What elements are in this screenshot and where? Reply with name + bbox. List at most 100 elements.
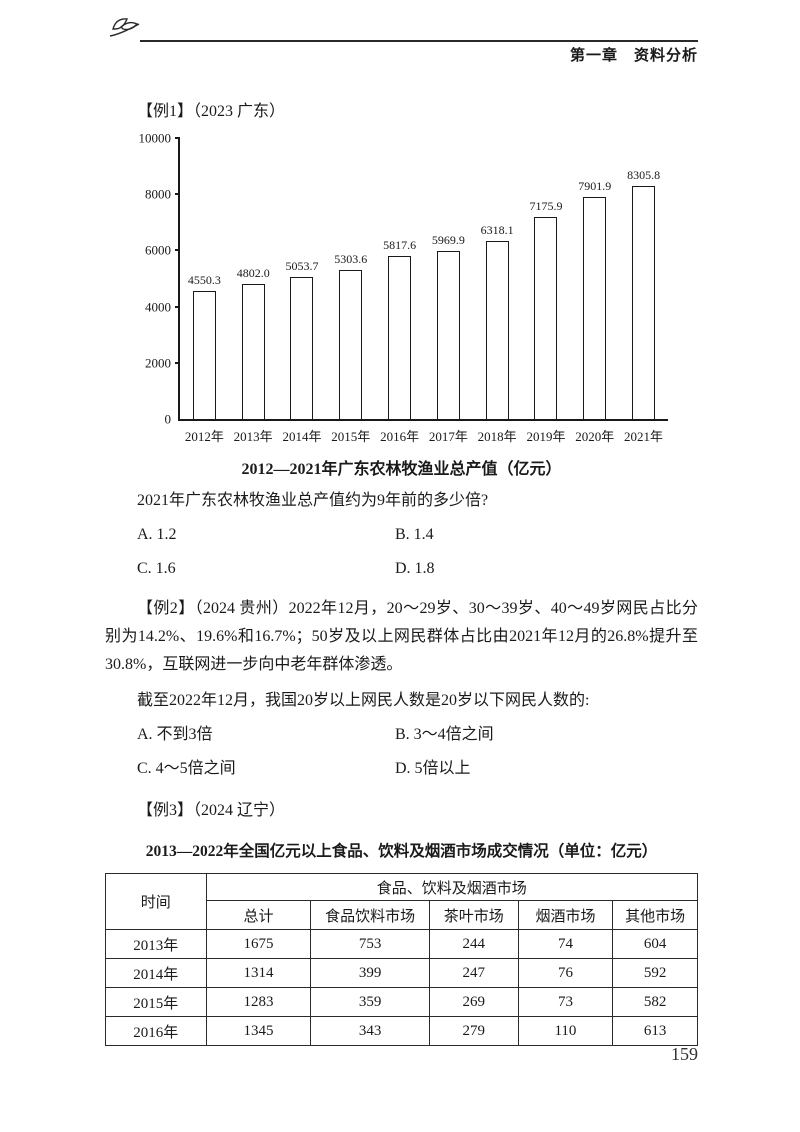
example1-option-a: A. 1.2: [137, 526, 177, 543]
table-cell: 1314: [205, 958, 312, 988]
example1-option-c: C. 1.6: [137, 560, 176, 577]
bar: [339, 269, 363, 419]
table-cell: 247: [428, 958, 519, 988]
bar: [388, 255, 412, 419]
table-cell: 613: [612, 1016, 698, 1046]
row-header-cell: 2016年: [105, 1016, 207, 1046]
page-number: 159: [671, 1044, 698, 1064]
table-cell: 359: [310, 987, 430, 1017]
x-axis-label: 2012年: [184, 429, 224, 444]
bar-column: 5817.6 2016年: [375, 138, 424, 444]
table-cell: 1345: [205, 1016, 312, 1046]
example2-options: A. 不到3倍 B. 3～4倍之间 C. 4～5倍之间 D. 5倍以上: [105, 721, 698, 783]
bar-column: 7901.9 2020年: [570, 138, 619, 444]
chart-plot: 0 2000 4000 6000 8000 10000 4550.3 2012年 4802.0 2…: [139, 132, 668, 444]
row-header-cell: 2015年: [105, 987, 207, 1017]
example2-option-c: C. 4～5倍之间: [137, 760, 236, 777]
bar-column: 8305.8 2021年: [619, 138, 668, 444]
bar-value-label: 5303.6: [334, 251, 368, 266]
bar: [241, 284, 265, 419]
bar-column: 5303.6 2015年: [326, 138, 375, 444]
example2-option-a: A. 不到3倍: [137, 726, 213, 743]
example2-option-b: B. 3～4倍之间: [395, 726, 494, 743]
table-row: 2014年 1314 399 247 76 592: [105, 958, 698, 988]
column-header-time: 时间: [105, 873, 207, 930]
example1-options: A. 1.2 B. 1.4 C. 1.6 D. 1.8: [105, 521, 698, 583]
table-cell: 399: [310, 958, 430, 988]
y-axis-tick-label: 0: [164, 411, 172, 427]
bar-column: 7175.9 2019年: [522, 138, 571, 444]
bar-value-label: 7175.9: [529, 199, 563, 214]
bar-value-label: 8305.8: [627, 167, 661, 182]
example2-label: 【例2】（2024 贵州）: [137, 600, 289, 617]
x-axis-label: 2013年: [233, 429, 273, 444]
table-cell: 1283: [205, 987, 312, 1017]
example2-question: 截至2022年12月，我国20岁以上网民人数是20岁以下网民人数的:: [137, 692, 590, 709]
table-cell: 1675: [205, 929, 312, 959]
table-cell: 110: [517, 1016, 614, 1046]
chart-title: 2012—2021年广东农林牧渔业总产值（亿元）: [241, 461, 562, 478]
x-axis-label: 2021年: [624, 429, 664, 444]
y-axis-tick-label: 2000: [145, 355, 171, 371]
y-axis-tick-label: 10000: [138, 130, 172, 146]
table-row: 2013年 1675 753 244 74 604: [105, 929, 698, 959]
bar: [583, 196, 607, 419]
table-cell: 269: [428, 987, 519, 1017]
bar-value-label: 7901.9: [578, 178, 612, 193]
bar: [436, 251, 460, 419]
y-axis-tick-mark: [175, 305, 180, 308]
y-axis-tick-mark: [175, 137, 180, 139]
bar-column: 6318.1 2018年: [473, 138, 522, 444]
bars-row: 4550.3 2012年 4802.0 2013年 5053.7 2014年 5303.6 2…: [180, 138, 668, 444]
bar: [290, 277, 314, 419]
x-axis-label: 2018年: [477, 429, 517, 444]
y-axis-tick-label: 4000: [145, 299, 171, 315]
bar-column: 4550.3 2012年: [180, 138, 229, 444]
table-row: 2015年 1283 359 269 73 582: [105, 987, 698, 1017]
header-rule: [140, 40, 698, 42]
example1-label: 【例1】（2023 广东）: [137, 103, 286, 120]
column-group-header: 食品、饮料及烟酒市场: [205, 873, 699, 901]
leaf-ornament-icon: [109, 18, 140, 37]
y-axis-tick-mark: [175, 361, 180, 364]
table-cell: 753: [310, 929, 430, 959]
bar-value-label: 6318.1: [480, 223, 514, 238]
bar: [632, 185, 656, 419]
row-header-cell: 2013年: [105, 929, 207, 959]
bar-value-label: 4550.3: [187, 273, 221, 288]
bar-value-label: 5053.7: [285, 259, 319, 273]
table-cell: 343: [310, 1016, 430, 1046]
y-axis-tick-mark: [175, 249, 180, 252]
example2-option-d: D. 5倍以上: [395, 760, 471, 777]
bar: [534, 217, 558, 419]
column-header-total: 总计: [205, 900, 312, 930]
table-header-row-1: 时间 食品、饮料及烟酒市场: [105, 873, 699, 930]
content: 【例1】（2023 广东） 0 2000 4000 6000 8000 10000 4550…: [105, 103, 699, 1046]
x-axis-label: 2015年: [331, 429, 371, 444]
table-cell: 76: [517, 958, 614, 988]
x-axis-label: 2020年: [575, 429, 615, 444]
table-cell: 244: [428, 929, 519, 959]
bar-chart: 0 2000 4000 6000 8000 10000 4550.3 2012年 4802.0 2…: [105, 132, 698, 479]
table-row: 2016年 1345 343 279 110 613: [105, 1016, 698, 1046]
bar-column: 5053.7 2014年: [278, 138, 327, 444]
bar-column: 5969.9 2017年: [424, 138, 473, 444]
bar-value-label: 5817.6: [383, 237, 417, 252]
table-body: 2013年 1675 753 244 74 604 2014年 1314 399 247 76 592…: [105, 929, 698, 1046]
row-header-cell: 2014年: [105, 958, 207, 988]
table-cell: 74: [517, 929, 614, 959]
bar-column: 4802.0 2013年: [229, 138, 278, 444]
example1-option-d: D. 1.8: [395, 560, 435, 577]
column-header-other: 其他市场: [612, 900, 698, 930]
example1-option-b: B. 1.4: [395, 526, 434, 543]
column-header-food-beverage: 食品饮料市场: [310, 900, 430, 930]
example2-text: 2022年12月，20～29岁、30～39岁、40～49岁网民占比分别为14.2…: [105, 600, 698, 673]
y-axis-tick-label: 8000: [145, 186, 171, 202]
table-cell: 592: [612, 958, 698, 988]
x-axis-label: 2014年: [282, 429, 322, 444]
example2-intro: 【例2】（2024 贵州）2022年12月，20～29岁、30～39岁、40～4…: [105, 595, 698, 679]
table-title: 2013—2022年全国亿元以上食品、饮料及烟酒市场成交情况（单位：亿元）: [145, 843, 658, 860]
table-head: 时间 食品、饮料及烟酒市场 总计 食品饮料市场 茶叶市场 烟酒市场 其他市场: [105, 873, 699, 930]
y-axis-tick-label: 6000: [145, 242, 171, 258]
